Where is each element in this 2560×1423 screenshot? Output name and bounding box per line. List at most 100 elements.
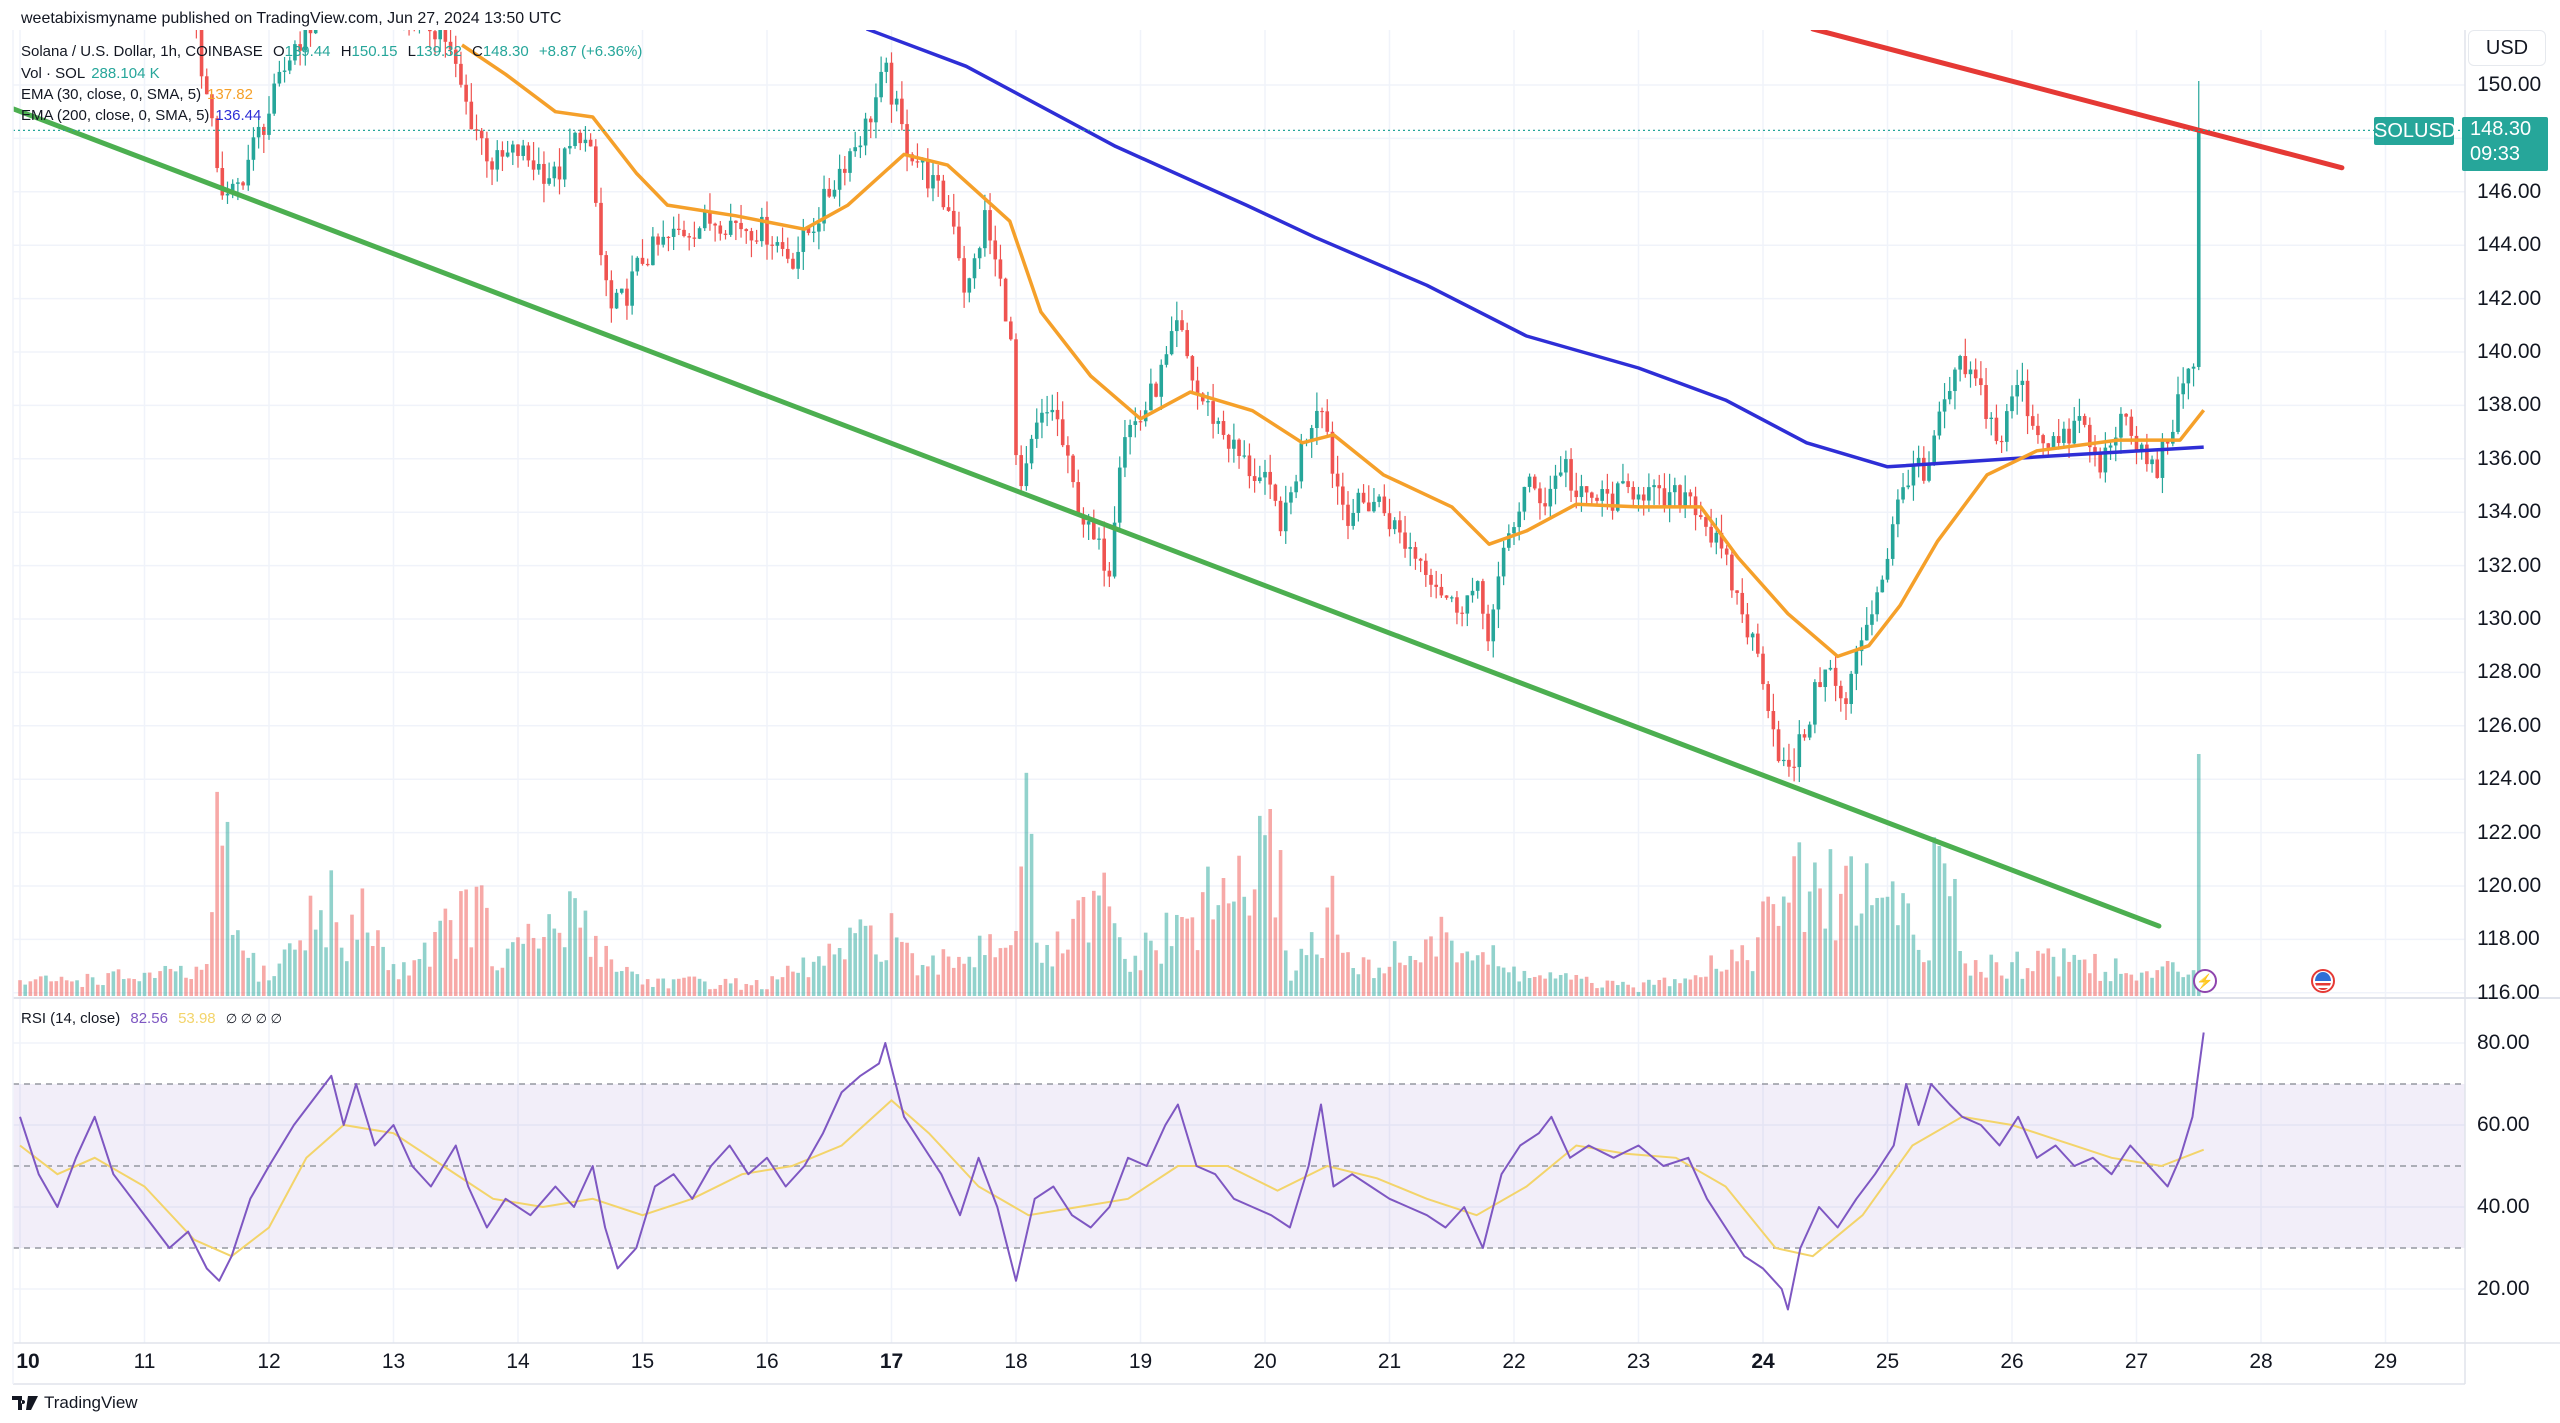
volume-bar: [1050, 966, 1055, 996]
candle-body: [1849, 673, 1853, 705]
candle-body: [464, 84, 468, 102]
volume-bar: [334, 922, 339, 996]
ema30-label: EMA (30, close, 0, SMA, 5): [21, 86, 202, 103]
legend-ema30-row[interactable]: EMA (30, close, 0, SMA, 5) 137.82: [21, 86, 259, 103]
price-tick: 138.00: [2477, 393, 2542, 417]
candle-body: [2072, 420, 2077, 444]
candle-body: [682, 229, 686, 237]
volume-bar: [1003, 947, 1008, 996]
candle-body: [1605, 489, 1610, 494]
time-tick: 11: [133, 1350, 156, 1373]
volume-bar: [754, 980, 759, 996]
volume-bar: [1610, 980, 1615, 996]
volume-bar: [2196, 753, 2201, 996]
volume-bar: [2171, 962, 2175, 996]
candle-body: [1527, 476, 1532, 487]
volume-bar: [1076, 900, 1081, 996]
legend-ema200-row[interactable]: EMA (200, close, 0, SMA, 5) 136.44: [21, 107, 267, 124]
volume-bar: [1543, 978, 1547, 996]
volume-bar: [1984, 977, 1988, 996]
volume-bar: [1911, 934, 1916, 996]
candle-body: [625, 288, 629, 306]
symbol-label[interactable]: Solana / U.S. Dollar, 1h, COINBASE: [21, 43, 263, 60]
candle-body: [2124, 413, 2128, 417]
volume-bar: [941, 949, 946, 996]
volume-bar: [1979, 971, 1983, 996]
candle-body: [2098, 454, 2102, 473]
candle-body: [282, 70, 287, 72]
volume-bar: [2139, 972, 2144, 996]
volume-bar: [1833, 940, 1838, 996]
candle-body: [1636, 494, 1641, 500]
open-label: O: [272, 43, 285, 60]
time-tick: 14: [506, 1350, 530, 1373]
candle-body: [1315, 410, 1319, 429]
candle-body: [1932, 435, 1936, 464]
candle-body: [199, 30, 204, 77]
volume-bar: [516, 937, 520, 996]
volume-bar: [905, 942, 909, 996]
candle-body: [1382, 496, 1387, 514]
volume-bar: [1154, 950, 1158, 996]
candle-body: [1854, 651, 1859, 674]
volume-bar: [184, 977, 188, 996]
candle-body: [1756, 633, 1760, 654]
volume-bar: [1553, 978, 1558, 996]
volume-bar: [474, 886, 479, 996]
tradingview-logo[interactable]: TradingView: [12, 1393, 138, 1413]
volume-bar: [656, 978, 660, 996]
candle-body: [1309, 428, 1314, 442]
candle-body: [614, 292, 619, 309]
volume-bar: [324, 947, 328, 996]
volume-bar: [1092, 890, 1096, 996]
volume-bar: [1735, 961, 1739, 996]
volume-bar: [1766, 896, 1770, 996]
volume-bar: [744, 983, 749, 996]
candle-body: [1117, 467, 1122, 523]
volume-bar: [1206, 866, 1210, 996]
volume-bar: [552, 928, 557, 996]
volume-bar: [2113, 958, 2118, 996]
candle-body: [843, 168, 847, 173]
us-flag-icon[interactable]: [2311, 969, 2335, 993]
pane-frame: [12, 30, 2560, 1385]
volume-bar: [1781, 896, 1786, 996]
volume-bar: [1185, 918, 1189, 996]
volume-bar: [1455, 962, 1459, 996]
candle-body: [2077, 416, 2082, 421]
candle-body: [1958, 356, 1962, 370]
volume-bar: [2062, 948, 2066, 996]
lightning-icon[interactable]: ⚡: [2193, 969, 2217, 993]
candle-body: [811, 231, 816, 233]
volume-bar: [1932, 837, 1936, 996]
volume-bar: [267, 980, 271, 996]
volume-bar: [1475, 955, 1480, 996]
volume-bar: [220, 845, 225, 996]
volume-bar: [1361, 957, 1366, 996]
legend-volume-row[interactable]: Vol · SOL 288.104 K: [21, 65, 166, 82]
candle-body: [1730, 554, 1734, 591]
candle-body: [640, 257, 645, 264]
candle-body: [993, 240, 998, 260]
candle-body: [505, 152, 510, 157]
volume-bar: [433, 931, 437, 996]
candle-body: [1839, 685, 1843, 699]
price-tick: 130.00: [2477, 607, 2542, 630]
volume-bar: [1470, 960, 1475, 996]
volume-bar: [412, 960, 417, 996]
volume-bar: [2160, 966, 2165, 996]
volume-bar: [1683, 978, 1687, 996]
currency-button[interactable]: USD: [2468, 30, 2546, 66]
legend-rsi-row[interactable]: RSI (14, close) 82.56 53.98 ∅ ∅ ∅ ∅: [21, 1010, 288, 1027]
volume-bar: [1771, 904, 1776, 996]
candle-body: [770, 244, 774, 246]
volume-bar: [85, 973, 90, 996]
rsi-band: [13, 1083, 2465, 1249]
volume-bar: [1138, 970, 1143, 996]
volume-bar: [827, 943, 832, 996]
volume-bar: [121, 979, 126, 996]
candle-body: [293, 44, 297, 61]
volume-bar: [438, 920, 442, 996]
volume-bar: [1792, 856, 1796, 996]
